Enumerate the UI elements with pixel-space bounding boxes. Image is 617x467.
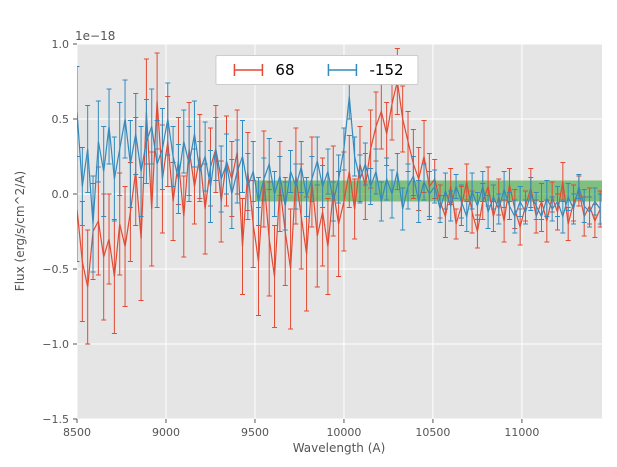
y-tick-label: 0.0 bbox=[52, 188, 70, 201]
y-tick-label: 1.0 bbox=[52, 38, 70, 51]
y-tick-label: −0.5 bbox=[42, 263, 69, 276]
grid bbox=[76, 43, 602, 420]
x-tick-label: 9500 bbox=[241, 426, 269, 439]
legend-entry--152: -152 bbox=[325, 61, 404, 79]
y-axis-label: Flux (erg/s/cm^2/A) bbox=[13, 170, 27, 292]
x-tick-label: 11000 bbox=[504, 426, 539, 439]
x-tick-label: 10500 bbox=[415, 426, 450, 439]
x-tick-label: 10000 bbox=[326, 426, 361, 439]
axes-background bbox=[77, 44, 602, 419]
x-tick-label: 8500 bbox=[63, 426, 91, 439]
legend-entry-68: 68 bbox=[230, 61, 295, 79]
y-tick-label: 0.5 bbox=[52, 113, 70, 126]
y-tick-label: −1.0 bbox=[42, 338, 69, 351]
y-axis-offset-label: 1e−18 bbox=[75, 29, 116, 43]
legend-label: -152 bbox=[369, 61, 404, 79]
legend-label: 68 bbox=[275, 61, 295, 79]
x-axis-ticks: 8500 9000 9500 10000 10500 11000 bbox=[63, 419, 539, 439]
series--152 bbox=[77, 66, 602, 273]
errorbar-icon bbox=[327, 64, 358, 76]
x-axis-label: Wavelength (A) bbox=[292, 441, 386, 455]
legend: 68 -152 bbox=[215, 55, 419, 85]
x-tick-label: 9000 bbox=[152, 426, 180, 439]
y-axis-ticks: −1.5 −1.0 −0.5 0.0 0.5 1.0 bbox=[42, 38, 77, 426]
errorbar-icon bbox=[233, 64, 264, 76]
y-tick-label: −1.5 bbox=[42, 413, 69, 426]
